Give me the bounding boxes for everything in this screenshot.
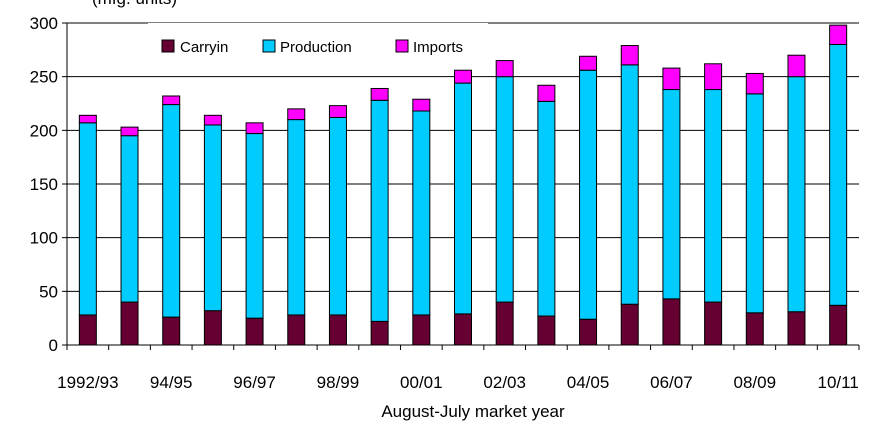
bar-production-98-99 xyxy=(328,116,347,316)
bar-imports-06-07 xyxy=(662,67,681,91)
bar-carryin-94-95 xyxy=(162,316,181,346)
legend-label-imports: Imports xyxy=(413,39,463,56)
bar-production-1992-93 xyxy=(78,122,97,316)
bar-imports-08-09 xyxy=(745,72,764,95)
y-tick-label: 100 xyxy=(30,229,58,248)
bar-production-99-00 xyxy=(370,99,389,322)
bar-imports-97-98 xyxy=(287,108,306,121)
bar-production-01-02 xyxy=(454,82,472,315)
bar-production-07-08 xyxy=(704,89,723,303)
bar-production-02-03 xyxy=(495,76,514,303)
x-tick-label: 06/07 xyxy=(650,373,693,392)
bar-production-09-10 xyxy=(787,76,806,313)
bar-production-04-05 xyxy=(579,69,598,320)
bar-production-96-97 xyxy=(245,133,264,319)
bars xyxy=(78,24,848,346)
bar-imports-98-99 xyxy=(328,105,347,118)
bar-carryin-01-02 xyxy=(454,313,472,346)
bar-production-10-11 xyxy=(829,43,848,306)
legend-item-imports: Imports xyxy=(395,39,463,56)
y-tick-label: 300 xyxy=(30,14,58,33)
x-tick-label: 94/95 xyxy=(150,373,193,392)
bar-carryin-99-00 xyxy=(370,320,389,346)
y-tick-label: 250 xyxy=(30,68,58,87)
bar-production-00-01 xyxy=(412,110,431,316)
legend-label-carryin: Carryin xyxy=(180,39,228,56)
bar-production-93-94 xyxy=(120,135,139,303)
bar-imports-96-97 xyxy=(245,122,264,135)
bar-carryin-96-97 xyxy=(245,317,264,346)
y-axis-ticks: 0 50 100 150 200 250 300 xyxy=(30,14,67,355)
bar-imports-95-96 xyxy=(203,114,222,126)
bar-carryin-05-06 xyxy=(620,303,639,346)
x-tick-label: 04/05 xyxy=(567,373,610,392)
bar-imports-99-00 xyxy=(370,87,389,101)
y-tick-label: 200 xyxy=(30,121,58,140)
x-tick-label: 98/99 xyxy=(317,373,360,392)
bar-imports-93-94 xyxy=(120,126,139,137)
bar-carryin-00-01 xyxy=(412,314,431,346)
legend-swatch-imports xyxy=(395,39,409,53)
x-tick-label: 10/11 xyxy=(818,373,859,392)
y-tick-label: 150 xyxy=(30,175,58,194)
bar-carryin-08-09 xyxy=(745,312,764,346)
bar-production-08-09 xyxy=(745,93,764,314)
bar-imports-00-01 xyxy=(412,98,431,112)
bar-imports-09-10 xyxy=(787,54,806,78)
bar-production-03-04 xyxy=(537,100,556,317)
x-axis-title: August-July market year xyxy=(381,402,565,421)
bar-carryin-97-98 xyxy=(287,314,306,346)
bar-carryin-02-03 xyxy=(495,301,514,346)
x-tick-label: 1992/93 xyxy=(57,373,118,392)
bar-carryin-93-94 xyxy=(120,301,139,346)
legend-label-production: Production xyxy=(280,39,352,56)
x-tick-label: 00/01 xyxy=(400,373,443,392)
legend-swatch-carryin xyxy=(161,39,175,53)
bar-carryin-07-08 xyxy=(704,301,723,346)
bar-production-97-98 xyxy=(287,119,306,316)
bar-imports-1992-93 xyxy=(78,114,97,124)
bar-carryin-06-07 xyxy=(662,298,681,346)
legend-swatch-production xyxy=(262,39,276,53)
bar-imports-94-95 xyxy=(162,95,181,106)
legend-item-production: Production xyxy=(262,39,352,56)
bar-imports-07-08 xyxy=(704,63,723,91)
legend-background xyxy=(148,23,488,63)
bar-imports-02-03 xyxy=(495,60,514,78)
x-tick-label: 08/09 xyxy=(734,373,777,392)
bar-carryin-09-10 xyxy=(787,311,806,346)
x-tick-label: 02/03 xyxy=(483,373,526,392)
legend-item-carryin: Carryin xyxy=(161,39,228,56)
bar-imports-03-04 xyxy=(537,84,556,102)
bar-carryin-03-04 xyxy=(537,315,556,346)
bar-imports-01-02 xyxy=(454,69,472,84)
bar-imports-05-06 xyxy=(620,45,639,66)
x-tick-label: 96/97 xyxy=(233,373,276,392)
bar-carryin-04-05 xyxy=(579,318,598,346)
bar-carryin-10-11 xyxy=(829,304,848,346)
bar-production-05-06 xyxy=(620,64,639,305)
legend: Carryin Production Imports xyxy=(148,23,488,63)
bar-carryin-98-99 xyxy=(328,314,347,346)
y-tick-label: 50 xyxy=(39,282,58,301)
bar-carryin-95-96 xyxy=(203,310,222,346)
bar-production-06-07 xyxy=(662,89,681,300)
bar-production-95-96 xyxy=(203,124,222,312)
chart-top-label: (mfg. units) xyxy=(92,0,177,8)
bar-carryin-1992-93 xyxy=(78,314,97,346)
bar-production-94-95 xyxy=(162,104,181,318)
x-axis-ticks: 1992/93 94/95 96/97 98/99 00/01 02/03 04/05 06/… xyxy=(57,345,860,392)
bar-imports-04-05 xyxy=(579,55,598,71)
bar-imports-10-11 xyxy=(829,24,848,45)
y-tick-label: 0 xyxy=(49,336,58,355)
